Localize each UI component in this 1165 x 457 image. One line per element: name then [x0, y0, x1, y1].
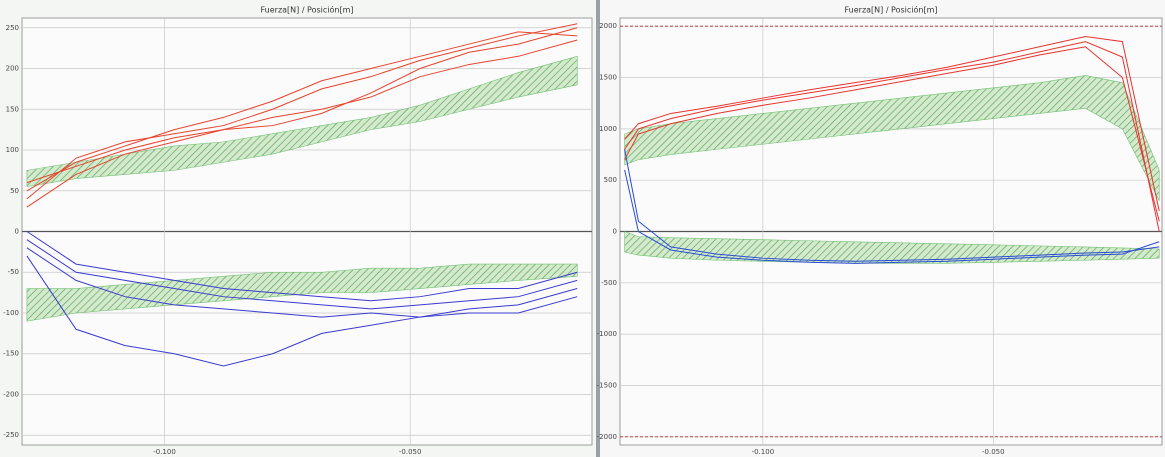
y-tick-label: 250	[6, 24, 19, 32]
y-tick-label: -150	[3, 350, 19, 358]
y-tick-label: 200	[6, 65, 19, 73]
y-tick-label: -50	[8, 268, 19, 276]
y-tick-label: 2000	[599, 22, 617, 30]
x-tick-label: -0.100	[153, 448, 176, 456]
y-tick-label: -1000	[597, 330, 617, 338]
y-tick-label: 100	[6, 146, 19, 154]
y-tick-label: 0	[15, 228, 19, 236]
y-tick-label: 50	[10, 187, 19, 195]
y-tick-label: -1500	[597, 381, 617, 389]
y-tick-label: 500	[604, 176, 617, 184]
x-tick-label: -0.050	[399, 448, 422, 456]
y-tick-label: -250	[3, 431, 19, 439]
chart-title: Fuerza[N] / Posición[m]	[845, 5, 938, 15]
screens: Fuerza[N] / Posición[m]250200150100500-5…	[0, 0, 1165, 457]
y-tick-label: -2000	[597, 433, 617, 441]
y-tick-label: -100	[3, 309, 19, 317]
y-tick-label: -500	[601, 279, 617, 287]
y-tick-label: 1500	[599, 74, 617, 82]
x-tick-label: -0.100	[752, 448, 775, 456]
y-tick-label: 0	[613, 228, 617, 236]
x-tick-label: -0.050	[982, 448, 1005, 456]
y-tick-label: 1000	[599, 125, 617, 133]
page: Fuerza[N] / Posición[m]250200150100500-5…	[0, 0, 1165, 457]
y-tick-label: -200	[3, 390, 19, 398]
y-tick-label: 150	[6, 105, 19, 113]
chart-title: Fuerza[N] / Posición[m]	[261, 5, 354, 15]
